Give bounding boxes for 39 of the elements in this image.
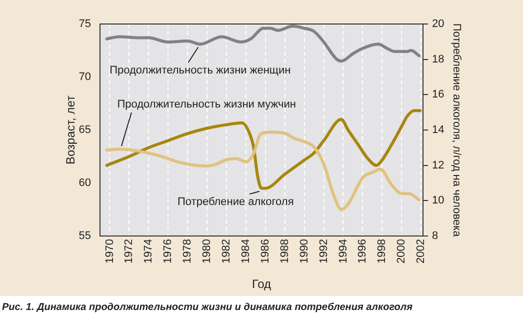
x-tick-label: 1982 — [220, 239, 233, 264]
x-tick-label: 1978 — [182, 239, 194, 264]
y-tick-label: 60 — [78, 177, 91, 190]
x-tick-label: 1996 — [356, 239, 369, 264]
x-tick-label: 1972 — [123, 239, 136, 264]
x-tick-label: 1988 — [278, 239, 291, 264]
y2-tick-label: 12 — [432, 159, 444, 172]
text: Потребление алкоголя — [178, 196, 294, 208]
x-axis-title: Год — [252, 277, 272, 292]
y-axis-title: Возраст, лет — [64, 94, 78, 164]
x-tick-label: 1980 — [201, 239, 214, 264]
x-tick-label: 1992 — [318, 239, 330, 264]
x-tick-label: 1990 — [298, 239, 310, 264]
y2-tick-label: 8 — [432, 230, 438, 242]
y2-tick-label: 18 — [432, 53, 444, 66]
text: Рис. 1. Динамика продолжительности жизни и динамика потребления алкоголя — [1, 301, 414, 313]
x-tick-label: 2002 — [415, 239, 428, 264]
x-tick-label: 1984 — [240, 239, 252, 264]
y2-tick-label: 20 — [432, 18, 444, 30]
x-tick-label: 1970 — [104, 239, 116, 264]
y2-tick-label: 14 — [432, 124, 444, 136]
line-series — [105, 24, 421, 63]
y2-axis-title: Потребление алкоголя, л/год на человека — [450, 23, 462, 238]
y-tick-label: 65 — [78, 124, 91, 136]
line-series — [105, 130, 421, 211]
y-tick-label: 75 — [78, 18, 91, 30]
y-tick-label: 55 — [78, 230, 91, 242]
y2-tick-label: 10 — [432, 194, 444, 207]
x-tick-label: 1974 — [142, 239, 155, 264]
text: Продолжительность жизни женщин — [110, 64, 291, 77]
y-tick-label: 70 — [78, 71, 91, 84]
x-tick-label: 1986 — [259, 239, 272, 264]
x-tick-label: 2000 — [396, 239, 408, 264]
text: Продолжительность жизни мужчин — [117, 98, 296, 111]
x-tick-label: 1994 — [337, 239, 350, 264]
line-series — [105, 109, 422, 190]
x-tick-label: 1998 — [376, 239, 388, 264]
x-tick-label: 1976 — [162, 239, 174, 264]
y2-tick-label: 16 — [432, 88, 444, 101]
